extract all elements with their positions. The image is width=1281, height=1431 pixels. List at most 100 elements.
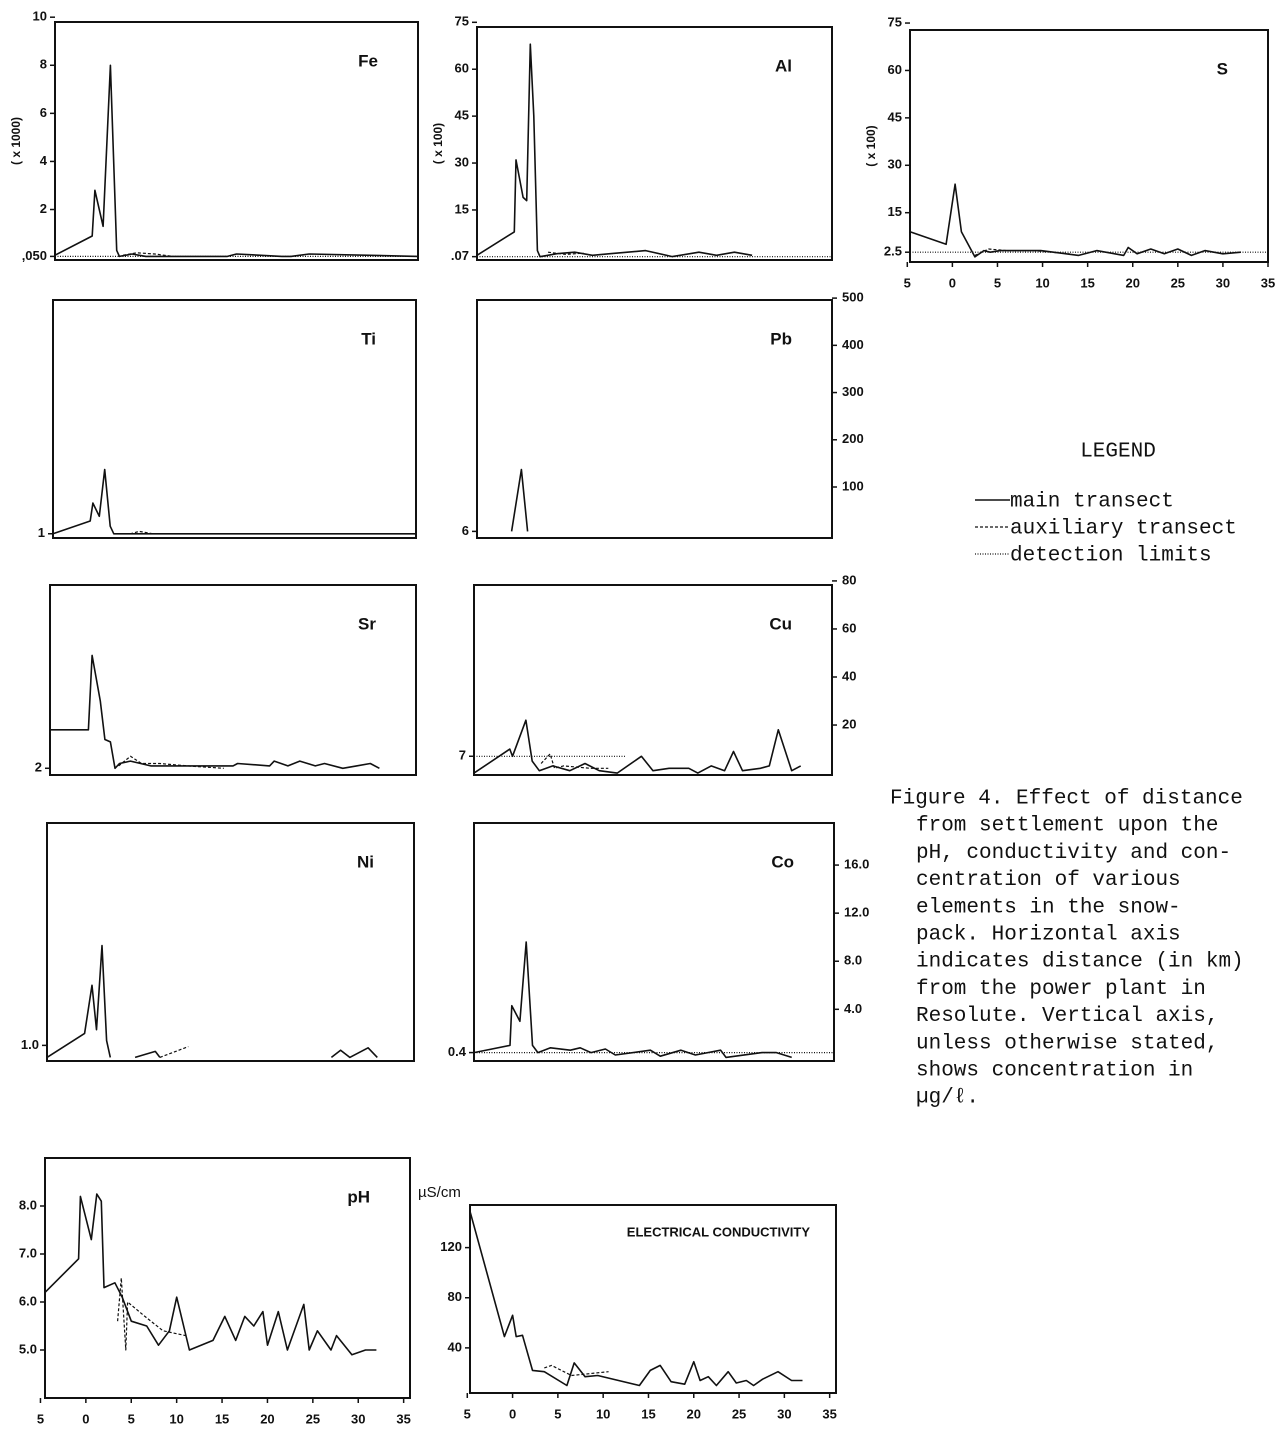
y-tick-label: 0.4 xyxy=(448,1044,467,1059)
y2-tick-label: 12.0 xyxy=(844,905,869,920)
main-transect-line xyxy=(473,941,792,1059)
main-transect-line xyxy=(54,64,419,258)
y-tick-label: 15 xyxy=(888,204,902,219)
y2-tick-label: 100 xyxy=(842,478,864,493)
y-tick-label: 6 xyxy=(40,105,47,120)
x-tick-label: 20 xyxy=(687,1406,701,1421)
plot-frame xyxy=(52,299,417,539)
main-transect-line xyxy=(469,1211,803,1387)
x-tick-label: 10 xyxy=(596,1406,610,1421)
y-tick-label: .07 xyxy=(451,248,469,263)
y-tick-label: 8 xyxy=(40,57,47,72)
y2-tick-label: 300 xyxy=(842,384,864,399)
y-tick-label: 30 xyxy=(455,154,469,169)
y-axis-label: ( x 100) xyxy=(864,125,878,166)
legend-entry: main transect xyxy=(1010,491,1174,514)
x-tick-label: 25 xyxy=(1171,275,1185,290)
y2-tick-label: 4.0 xyxy=(844,1001,862,1016)
y-tick-label: 60 xyxy=(888,62,902,77)
panel-title: Co xyxy=(771,852,794,871)
main-transect-line xyxy=(44,1193,377,1356)
main-transect-line xyxy=(473,719,802,774)
panel-title: Al xyxy=(775,56,792,75)
y-tick-label: 15 xyxy=(455,201,469,216)
plot-frame xyxy=(44,1157,411,1399)
y2-tick-label: 16.0 xyxy=(844,857,869,872)
main-transect-line xyxy=(50,654,380,770)
y-tick-label: 75 xyxy=(888,14,902,29)
caption-line: pack. Horizontal axis xyxy=(916,924,1181,947)
y2-tick-label: 200 xyxy=(842,431,864,446)
x-tick-label: 5 xyxy=(37,1411,44,1426)
auxiliary-transect-line xyxy=(122,252,174,257)
y-tick-label: 75 xyxy=(455,14,469,29)
x-tick-label: 20 xyxy=(1126,275,1140,290)
x-tick-label: 0 xyxy=(509,1406,516,1421)
auxiliary-transect-line xyxy=(547,251,584,255)
auxiliary-transect-line xyxy=(118,755,224,769)
panel-title: ELECTRICAL CONDUCTIVITY xyxy=(627,1224,811,1239)
x-tick-label: 10 xyxy=(1035,275,1049,290)
x-tick-label: 0 xyxy=(949,275,956,290)
x-tick-label: 35 xyxy=(822,1406,836,1421)
y-tick-label: 10 xyxy=(33,9,47,24)
plot-frame xyxy=(46,822,415,1062)
y-axis-label: ( x 100) xyxy=(431,123,445,164)
panel-title: Ni xyxy=(357,852,374,871)
x-tick-label: 35 xyxy=(396,1411,410,1426)
y2-tick-label: 20 xyxy=(842,716,856,731)
plot-frame xyxy=(469,1204,837,1394)
legend-entry: detection limits xyxy=(1010,545,1212,568)
caption-line: µg/ℓ. xyxy=(916,1087,979,1110)
caption-line: Resolute. Vertical axis, xyxy=(916,1005,1218,1028)
plot-frame xyxy=(476,26,833,261)
legend-entry: auxiliary transect xyxy=(1010,518,1237,541)
auxiliary-transect-line xyxy=(540,753,609,769)
y-tick-label: 6.0 xyxy=(19,1293,37,1308)
y-tick-label: 7.0 xyxy=(19,1245,37,1260)
x-tick-label: 15 xyxy=(215,1411,229,1426)
caption-line: shows concentration in xyxy=(916,1060,1193,1083)
caption-line: from settlement upon the xyxy=(916,815,1218,838)
x-tick-label: 5 xyxy=(464,1406,471,1421)
y2-tick-label: 60 xyxy=(842,620,856,635)
plot-frame xyxy=(909,29,1269,263)
y-tick-label: 120 xyxy=(440,1239,462,1254)
x-tick-label: 25 xyxy=(732,1406,746,1421)
y2-tick-label: 400 xyxy=(842,337,864,352)
y-tick-label: 45 xyxy=(455,108,469,123)
y-tick-label: 60 xyxy=(455,61,469,76)
y-axis-label: ( x 1000) xyxy=(9,117,23,165)
plot-frame xyxy=(473,822,835,1062)
auxiliary-transect-line xyxy=(159,1046,189,1058)
panel-title: pH xyxy=(347,1187,370,1206)
panel-title: Fe xyxy=(358,51,378,70)
caption-line: Figure 4. Effect of distance xyxy=(890,788,1243,811)
y-tick-label: 2 xyxy=(40,201,47,216)
y-tick-label: 4 xyxy=(40,153,48,168)
main-transect-line xyxy=(909,183,1241,258)
plot-frame xyxy=(49,584,417,776)
x-tick-label: 5 xyxy=(994,275,1001,290)
caption-line: pH, conductivity and con- xyxy=(916,842,1231,865)
x-tick-label: 15 xyxy=(641,1406,655,1421)
main-transect-line xyxy=(46,944,378,1059)
x-tick-label: 20 xyxy=(260,1411,274,1426)
x-tick-label: 30 xyxy=(351,1411,365,1426)
x-tick-label: 5 xyxy=(128,1411,135,1426)
plot-frame xyxy=(476,299,833,539)
caption-line: centration of various xyxy=(916,869,1181,892)
y2-tick-label: 40 xyxy=(842,668,856,683)
y2-tick-label: 8.0 xyxy=(844,953,862,968)
main-transect-line xyxy=(476,43,753,258)
x-tick-label: 25 xyxy=(306,1411,320,1426)
panel-title: Cu xyxy=(769,614,792,633)
panel-title: Sr xyxy=(358,614,376,633)
plot-frame xyxy=(473,584,833,776)
x-tick-label: 5 xyxy=(554,1406,561,1421)
y2-tick-label: 500 xyxy=(842,290,864,305)
x-tick-label: 10 xyxy=(169,1411,183,1426)
y-tick-label: 40 xyxy=(448,1339,462,1354)
